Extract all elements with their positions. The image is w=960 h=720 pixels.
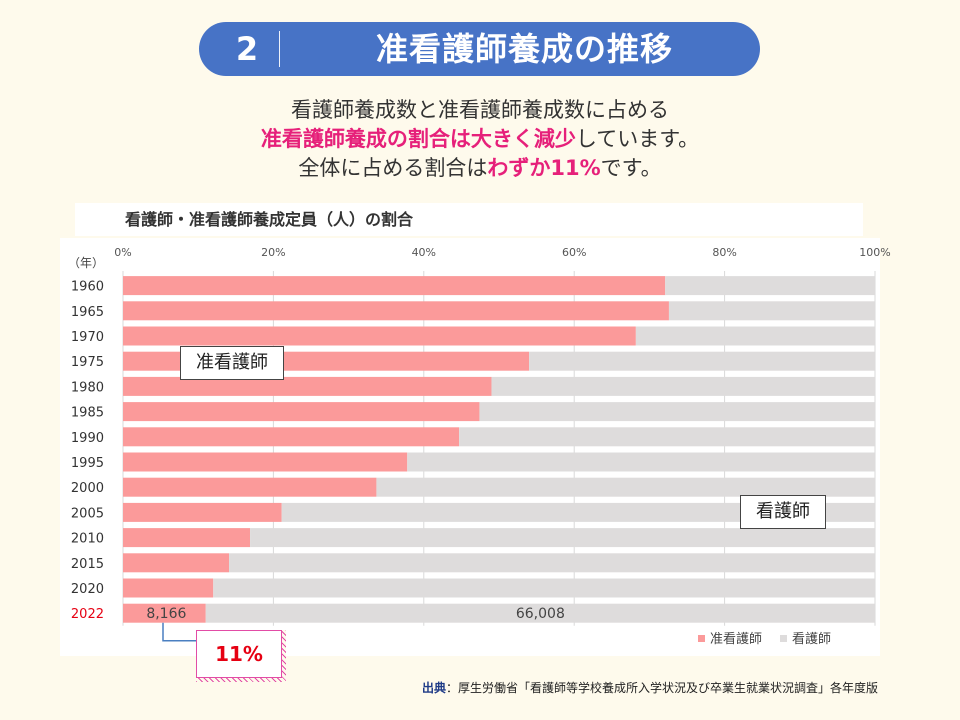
bar-kangoshi-1965: [668, 301, 875, 321]
y-tick-label: 1965: [71, 305, 104, 320]
bar-kangoshi-1995: [407, 452, 875, 472]
y-tick-label: 2015: [71, 557, 104, 572]
bar-kangoshi-2010: [250, 528, 875, 548]
percent-callout-value: 11%: [196, 630, 282, 678]
bar-junkangoshi-2020: [123, 578, 214, 598]
legend-entry: 准看護師: [710, 631, 762, 647]
y-tick-label: 2000: [71, 481, 104, 496]
callout-connector: [162, 622, 200, 642]
lead-line-2-rest: しています。: [575, 127, 700, 151]
bar-junkangoshi-1960: [123, 276, 666, 296]
lead-line-2: 准看護師養成の割合は大きく減少しています。: [200, 125, 760, 154]
y-axis-label: （年）: [68, 256, 104, 270]
source-label: 出典: [421, 681, 446, 695]
bar-junkangoshi-2022: [123, 603, 206, 623]
bar-junkangoshi-1980: [123, 376, 492, 396]
y-tick-label: 2005: [71, 506, 104, 521]
bar-junkangoshi-2010: [123, 528, 251, 548]
y-tick-label: 1970: [71, 330, 104, 345]
x-tick-label: 80%: [712, 246, 736, 259]
x-tick-label: 0%: [114, 246, 131, 259]
bar-junkangoshi-1995: [123, 452, 408, 472]
bar-kangoshi-1970: [635, 326, 875, 346]
bar-kangoshi-2000: [376, 477, 875, 497]
lead-highlight-1: 准看護師養成の割合は大きく減少: [260, 127, 576, 151]
legend-entry: 看護師: [792, 631, 831, 647]
bar-kangoshi-2005: [281, 502, 875, 522]
y-tick-label: 1960: [71, 280, 104, 295]
y-tick-label: 1985: [71, 406, 104, 421]
lead-text: 看護師養成数と准看護師養成数に占める 准看護師養成の割合は大きく減少しています。…: [200, 96, 760, 183]
y-tick-label: 2022: [71, 607, 104, 622]
section-title: 准看護師養成の推移: [375, 30, 673, 68]
x-tick-label: 40%: [412, 246, 436, 259]
lead-line-3-pre: 全体に占める割合は: [298, 156, 488, 180]
bar-kangoshi-2015: [229, 553, 876, 573]
data-label: 8,166: [146, 606, 186, 622]
bar-kangoshi-2022: [205, 603, 876, 623]
lead-line-3-post: です。: [600, 156, 662, 180]
bar-kangoshi-1960: [665, 276, 875, 296]
x-tick-label: 20%: [261, 246, 285, 259]
bar-junkangoshi-1970: [123, 326, 636, 346]
bar-kangoshi-2020: [213, 578, 876, 598]
lead-line-3: 全体に占める割合はわずか11%です。: [200, 154, 760, 183]
y-tick-label: 1980: [71, 380, 104, 395]
section-header: 2 准看護師養成の推移: [199, 22, 760, 76]
percent-callout: 11%: [196, 630, 286, 682]
x-tick-label: 60%: [562, 246, 586, 259]
bar-kangoshi-1985: [479, 402, 875, 422]
bar-kangoshi-1980: [491, 376, 875, 396]
data-label: 66,008: [516, 606, 565, 622]
legend-swatch: [780, 635, 787, 642]
bar-junkangoshi-2015: [123, 553, 230, 573]
bar-kangoshi-1975: [529, 351, 875, 371]
y-tick-label: 2010: [71, 532, 104, 547]
section-number: 2: [235, 30, 259, 68]
bar-junkangoshi-1990: [123, 427, 460, 447]
y-tick-label: 1990: [71, 431, 104, 446]
y-tick-label: 1975: [71, 355, 104, 370]
callout-kangoshi: 看護師: [740, 495, 826, 529]
bar-junkangoshi-2005: [123, 502, 282, 522]
lead-highlight-2: わずか11%: [487, 156, 601, 180]
chart-title: 看護師・准看護師養成定員（人）の割合: [125, 210, 414, 229]
bar-kangoshi-1990: [459, 427, 875, 447]
bar-junkangoshi-1965: [123, 301, 669, 321]
source-text: ：厚生労働省「看護師等学校養成所入学状況及び卒業生就業状況調査」各年度版: [445, 681, 878, 695]
chart-title-box: 看護師・准看護師養成定員（人）の割合: [75, 203, 863, 236]
y-tick-label: 2020: [71, 582, 104, 597]
x-tick-label: 100%: [859, 246, 890, 259]
legend-swatch: [698, 635, 705, 642]
y-tick-label: 1995: [71, 456, 104, 471]
callout-junkangoshi: 准看護師: [180, 346, 284, 380]
header-divider: [279, 31, 280, 67]
lead-line-1: 看護師養成数と准看護師養成数に占める: [291, 98, 669, 122]
bar-junkangoshi-2000: [123, 477, 377, 497]
source-note: 出典：厚生労働省「看護師等学校養成所入学状況及び卒業生就業状況調査」各年度版: [422, 679, 878, 696]
bar-junkangoshi-1985: [123, 402, 480, 422]
